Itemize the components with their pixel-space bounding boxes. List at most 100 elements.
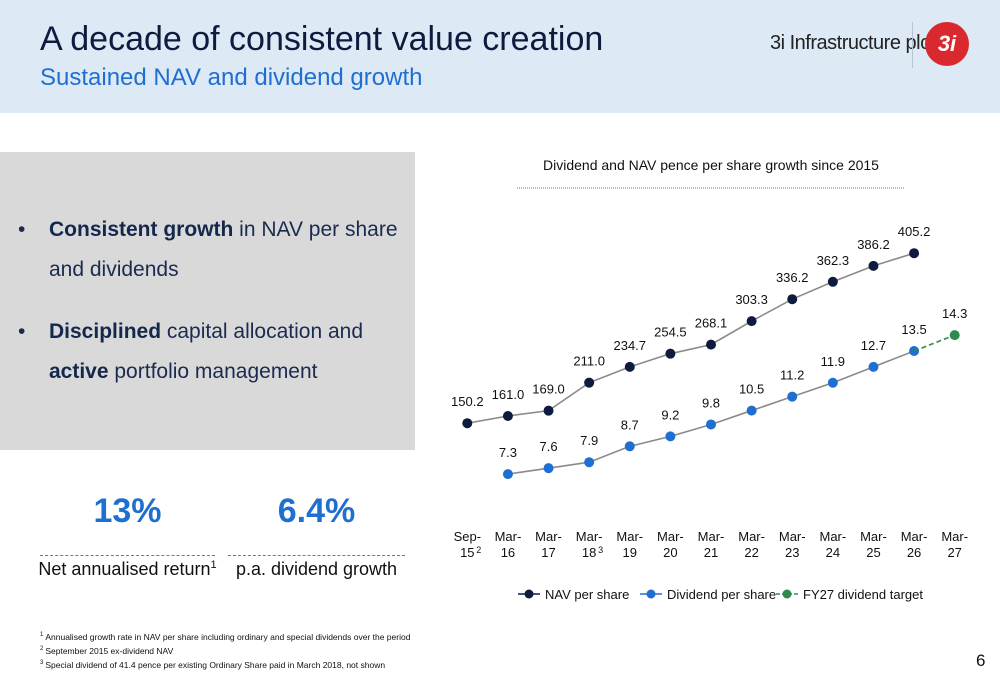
data-label: 9.8 xyxy=(702,395,720,410)
data-label: 13.5 xyxy=(901,322,926,337)
footnote-ref: 1 xyxy=(210,559,217,571)
x-tick-line: Mar- xyxy=(901,529,928,544)
data-point xyxy=(502,469,513,480)
data-point xyxy=(584,377,595,388)
data-label: 8.7 xyxy=(621,417,639,432)
bullet-segment: in NAV per share and dividends xyxy=(49,218,398,281)
data-point xyxy=(624,361,635,372)
x-tick-line: Mar- xyxy=(616,529,643,544)
bullet-dot: • xyxy=(18,320,26,343)
footnote-ref: 3 xyxy=(598,545,603,555)
legend-marker xyxy=(782,589,792,599)
legend-marker xyxy=(646,589,656,599)
footnote: 2 September 2015 ex-dividend NAV xyxy=(40,646,173,656)
data-label: 7.6 xyxy=(539,439,557,454)
x-tick-line: Mar- xyxy=(779,529,806,544)
data-label: 336.2 xyxy=(776,270,809,285)
data-label: 9.2 xyxy=(661,407,679,422)
footnote-ref: 2 xyxy=(476,545,481,555)
data-point xyxy=(746,405,757,416)
data-point xyxy=(706,419,716,430)
x-tick-label: Mar-23 xyxy=(779,529,806,560)
x-tick-label: Mar-27 xyxy=(941,529,968,560)
stat-value: 6.4% xyxy=(277,492,356,530)
footnote-text: September 2015 ex-dividend NAV xyxy=(45,646,174,656)
x-tick-line: Mar- xyxy=(495,529,522,544)
x-tick-label: Sep-15 xyxy=(454,529,481,560)
data-label: 405.2 xyxy=(898,224,931,239)
title: A decade of consistent value creation xyxy=(40,20,604,58)
data-point xyxy=(462,418,473,429)
data-point xyxy=(949,330,960,341)
legend-label: FY27 dividend target xyxy=(803,587,923,602)
x-tick-label: Mar-19 xyxy=(616,529,643,560)
x-tick-line: 26 xyxy=(907,545,921,560)
legend-label: Dividend per share xyxy=(667,587,776,602)
bullet-segment: capital allocation and xyxy=(161,320,364,343)
page-number: 6 xyxy=(976,651,986,670)
data-label: 7.3 xyxy=(499,445,517,460)
brand: 3i Infrastructure plc xyxy=(770,32,930,54)
x-tick-line: Mar- xyxy=(738,529,765,544)
data-label: 169.0 xyxy=(532,382,565,397)
x-tick-line: 25 xyxy=(866,545,880,560)
stat-label-text: p.a. dividend growth xyxy=(235,559,398,579)
x-tick-label: Mar-21 xyxy=(698,529,725,560)
x-tick-line: 19 xyxy=(623,545,637,560)
bullet-text: Disciplined capital allocation and activ… xyxy=(49,312,408,392)
x-tick-line: 18 xyxy=(582,545,596,560)
subtitle: Sustained NAV and dividend growth xyxy=(40,64,423,91)
x-tick-line: 23 xyxy=(785,545,799,560)
data-point xyxy=(787,294,798,305)
data-point xyxy=(827,276,838,287)
series-line xyxy=(467,252,915,424)
data-label: 150.2 xyxy=(451,394,484,409)
data-point xyxy=(909,248,920,259)
data-label: 11.9 xyxy=(821,354,845,369)
x-tick-label: Mar-26 xyxy=(901,529,928,560)
bullet-segment: Consistent growth xyxy=(49,218,234,241)
footnote-text: Annualised growth rate in NAV per share … xyxy=(45,632,411,642)
bullet-segment: active xyxy=(49,360,109,383)
highlight-box xyxy=(0,152,415,450)
data-label: 303.3 xyxy=(735,292,768,307)
data-point xyxy=(665,431,676,442)
x-tick-line: Mar- xyxy=(941,529,968,544)
data-label: 254.5 xyxy=(654,325,687,340)
bullet-text: Consistent growth in NAV per share and d… xyxy=(49,210,408,290)
data-label: 12.7 xyxy=(861,338,886,353)
legend-label: NAV per share xyxy=(545,587,629,602)
footnote: 3 Special dividend of 41.4 pence per exis… xyxy=(40,660,385,670)
x-tick-line: 15 xyxy=(460,545,474,560)
x-tick-line: Mar- xyxy=(860,529,887,544)
data-label: 386.2 xyxy=(857,237,890,252)
stat-value: 13% xyxy=(93,492,162,530)
data-point xyxy=(827,377,838,388)
footnote: 1 Annualised growth rate in NAV per share… xyxy=(40,632,410,642)
x-tick-line: Mar- xyxy=(576,529,603,544)
data-label: 161.0 xyxy=(492,387,525,402)
series-line xyxy=(913,334,955,352)
separator xyxy=(912,22,913,68)
stat-rule xyxy=(228,555,405,556)
data-point xyxy=(706,339,716,350)
footnote-text: Special dividend of 41.4 pence per exist… xyxy=(45,660,386,670)
data-point xyxy=(746,316,757,327)
stat-label: Net annualised return1 xyxy=(30,559,225,580)
series-line xyxy=(507,350,915,475)
x-tick-label: Mar-20 xyxy=(657,529,684,560)
stat-rule xyxy=(40,555,215,556)
x-tick-label: Mar-18 xyxy=(576,529,603,560)
legend-marker xyxy=(524,589,534,599)
data-point xyxy=(584,457,595,468)
data-label: 234.7 xyxy=(613,338,646,353)
chart-title: Dividend and NAV pence per share growth … xyxy=(543,157,879,173)
x-tick-line: 24 xyxy=(826,545,840,560)
x-tick-label: Mar-22 xyxy=(738,529,765,560)
x-tick-label: Mar-24 xyxy=(819,529,846,560)
x-tick-line: Mar- xyxy=(819,529,846,544)
bullet-segment: Disciplined xyxy=(49,320,162,343)
x-tick-line: Mar- xyxy=(698,529,725,544)
x-tick-line: 20 xyxy=(663,545,677,560)
